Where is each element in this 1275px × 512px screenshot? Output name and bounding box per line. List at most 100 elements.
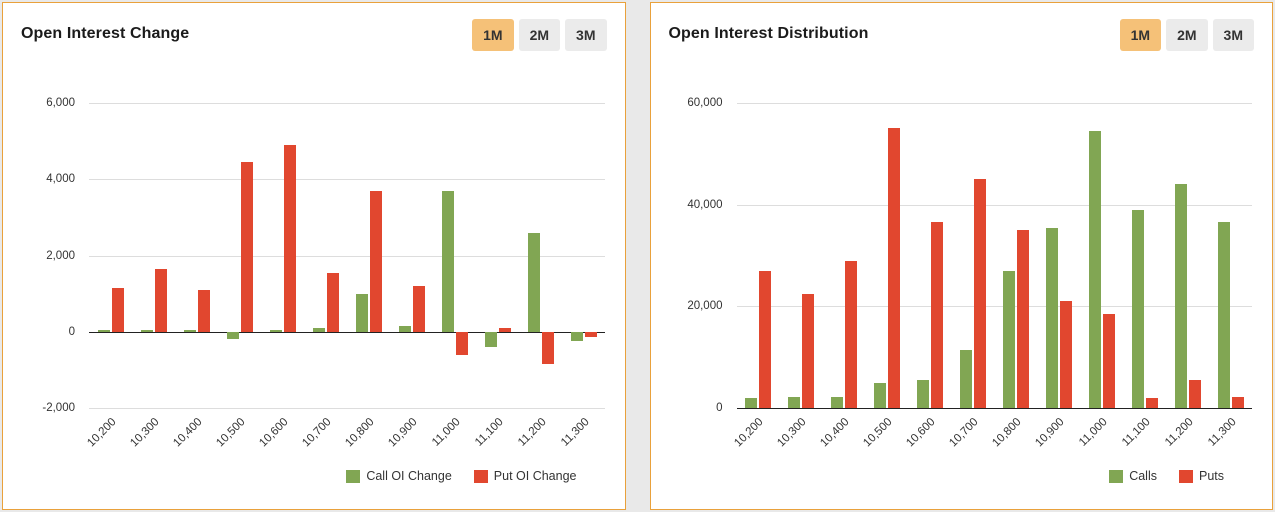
bar-puts-10500 [888, 128, 900, 408]
range-button-1m[interactable]: 1M [472, 19, 514, 51]
bar-chart-plot-area: -2,000 0 2,000 4,000 6,000 [42, 97, 605, 414]
x-axis-tick-label: 10,200 [85, 416, 119, 450]
bar-calls-11300 [1218, 222, 1230, 408]
bar-call-oi-change-10700 [312, 327, 325, 332]
gridline [736, 204, 1252, 206]
open-interest-distribution-panel: Open Interest Distribution 1M 2M 3M 0 20,… [649, 2, 1273, 510]
bar-puts-10400 [845, 260, 857, 408]
chart-legend: Calls Puts [737, 464, 1253, 488]
bar-calls-10800 [1003, 270, 1015, 408]
legend-label: Call OI Change [366, 469, 452, 483]
x-axis-tick-label: 10,800 [343, 416, 377, 450]
y-axis-tick-label: -2,000 [42, 402, 75, 414]
bar-puts-10200 [759, 270, 771, 408]
bar-calls-11200 [1175, 184, 1187, 408]
x-axis-tick-label: 10,900 [386, 416, 420, 450]
x-axis-tick-label: 11,100 [1120, 416, 1153, 449]
bar-calls-10200 [745, 397, 757, 408]
chart-legend: Call OI Change Put OI Change [89, 464, 605, 488]
gridline [89, 408, 605, 409]
bar-call-oi-change-10200 [97, 329, 110, 332]
x-axis-tick-label: 10,500 [214, 416, 248, 450]
bar-put-oi-change-11100 [498, 327, 511, 332]
bar-put-oi-change-11300 [584, 331, 597, 338]
bar-calls-10400 [831, 396, 843, 408]
x-axis-tick-label: 10,300 [128, 416, 162, 450]
bar-call-oi-change-11300 [570, 331, 583, 342]
range-button-3m[interactable]: 3M [1212, 19, 1254, 51]
x-axis-tick-label: 11,300 [558, 416, 592, 449]
y-axis-tick-label: 0 [716, 402, 723, 414]
legend-label: Put OI Change [493, 469, 577, 483]
gridline [736, 306, 1252, 308]
bar-put-oi-change-11000 [455, 331, 468, 355]
bar-call-oi-change-10900 [398, 326, 411, 332]
range-button-3m[interactable]: 3M [565, 19, 607, 51]
bar-calls-10600 [917, 380, 929, 408]
bar-put-oi-change-10400 [197, 289, 210, 332]
x-axis-tick-label: 10,500 [861, 416, 895, 450]
bar-put-oi-change-10800 [369, 190, 382, 332]
bar-puts-11000 [1103, 313, 1115, 408]
panel-title: Open Interest Distribution [668, 25, 869, 42]
x-axis-tick-label: 10,600 [257, 416, 291, 450]
x-axis-tick-label: 10,700 [300, 416, 334, 450]
bar-calls-10700 [960, 349, 972, 408]
x-axis-tick-label: 10,800 [990, 416, 1024, 450]
x-axis-labels: 10,200 10,300 10,400 10,500 10,600 10,700 10,8… [733, 408, 1253, 464]
bar-calls-11100 [1132, 209, 1144, 408]
x-axis-tick-label: 11,300 [1206, 416, 1239, 449]
bar-put-oi-change-10700 [326, 272, 339, 332]
y-axis-tick-label: 60,000 [687, 97, 723, 109]
y-axis-tick-label: 0 [68, 325, 75, 338]
bar-puts-10300 [802, 293, 814, 408]
bar-call-oi-change-10500 [226, 331, 239, 340]
range-button-2m[interactable]: 2M [1166, 19, 1208, 51]
panel-header: Open Interest Change 1M 2M 3M [3, 3, 625, 63]
bar-puts-11200 [1189, 380, 1201, 408]
bar-puts-10900 [1060, 301, 1072, 408]
bar-call-oi-change-11000 [441, 190, 454, 332]
bar-call-oi-change-11100 [484, 331, 497, 347]
bar-puts-11300 [1232, 396, 1244, 408]
y-axis-tick-label: 4,000 [46, 173, 75, 186]
x-axis-tick-label: 11,200 [1163, 416, 1196, 449]
bar-put-oi-change-10300 [154, 268, 167, 332]
zero-axis-line [736, 408, 1252, 409]
legend-swatch [1178, 469, 1193, 483]
x-axis-tick-label: 11,200 [515, 416, 549, 449]
x-axis-tick-label: 10,300 [775, 416, 809, 450]
oi-distribution-chart: 0 20,000 40,000 60,000 10,200 10,300 10,400 10… [651, 97, 1273, 488]
bar-put-oi-change-11200 [541, 331, 554, 365]
time-range-button-group: 1M 2M 3M [467, 19, 607, 51]
x-axis-tick-label: 10,700 [947, 416, 981, 450]
x-axis-tick-label: 10,900 [1033, 416, 1067, 450]
bar-put-oi-change-10200 [111, 287, 124, 332]
oi-change-chart: -2,000 0 2,000 4,000 6,000 10,200 10,300 10,40… [3, 97, 625, 488]
legend-item[interactable]: Puts [1178, 469, 1224, 483]
bar-puts-11100 [1146, 397, 1158, 408]
bar-put-oi-change-10900 [412, 286, 425, 332]
legend-label: Puts [1198, 469, 1224, 483]
bar-calls-10300 [788, 396, 800, 408]
bar-call-oi-change-10600 [269, 329, 282, 332]
x-axis-tick-label: 10,200 [732, 416, 766, 450]
gridline [89, 103, 605, 104]
bar-puts-10700 [974, 179, 986, 408]
legend-item[interactable]: Put OI Change [473, 469, 577, 483]
legend-item[interactable]: Call OI Change [346, 469, 452, 483]
bar-call-oi-change-10800 [355, 293, 368, 332]
range-button-2m[interactable]: 2M [518, 19, 561, 51]
legend-swatch [473, 469, 488, 483]
x-axis-tick-label: 10,400 [171, 416, 205, 450]
panel-header: Open Interest Distribution 1M 2M 3M [651, 3, 1273, 63]
x-axis-tick-label: 11,100 [472, 416, 506, 449]
legend-item[interactable]: Calls [1109, 469, 1157, 483]
x-axis-labels: 10,200 10,300 10,400 10,500 10,600 10,700 10,8… [85, 408, 605, 464]
y-axis-tick-label: 40,000 [687, 198, 723, 211]
x-axis-tick-label: 10,600 [904, 416, 938, 450]
x-axis-tick-label: 10,400 [818, 416, 852, 450]
legend-swatch [346, 469, 361, 483]
range-button-1m[interactable]: 1M [1119, 19, 1162, 51]
open-interest-change-panel: Open Interest Change 1M 2M 3M -2,000 0 2,0… [2, 2, 626, 510]
